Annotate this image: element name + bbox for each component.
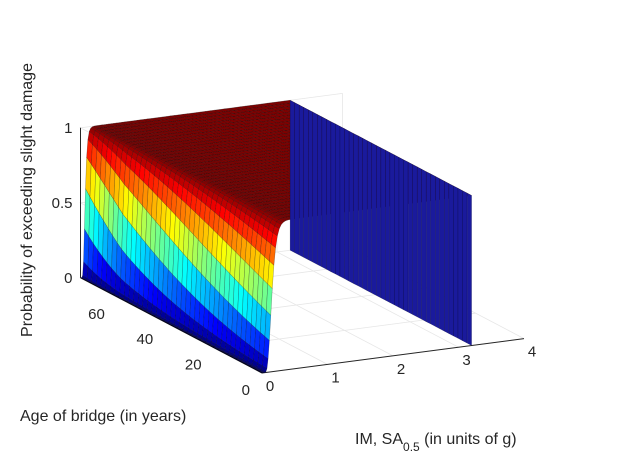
y-tick-label: 20	[185, 357, 202, 374]
surface-side-face	[339, 126, 345, 280]
z-tick-label: 0	[64, 270, 72, 287]
surface-side-face	[326, 119, 332, 272]
surface-side-face	[444, 180, 450, 334]
surface-side-face	[435, 176, 440, 330]
surface-side-face	[348, 130, 354, 284]
z-tick-label: 1	[64, 120, 72, 137]
x-tick-label: 3	[462, 352, 470, 369]
surface-side-face	[462, 190, 468, 344]
surface-side-face	[448, 183, 454, 337]
y-axis-label: Age of bridge (in years)	[20, 408, 186, 425]
surface-side-face	[289, 99, 295, 253]
surface-side-face	[335, 123, 341, 277]
x-tick-label: 4	[528, 344, 536, 361]
surface-side-face	[344, 128, 350, 282]
surface-side-face	[376, 145, 382, 299]
surface-side-face	[294, 102, 300, 256]
surface-side-face	[362, 138, 368, 291]
surface-side-face	[430, 173, 436, 327]
surface-side-face	[389, 152, 395, 306]
z-tick-label: 0.5	[52, 195, 73, 212]
x-tick-label: 2	[397, 361, 405, 378]
surface-side-face	[312, 111, 318, 265]
floor-grid-x	[276, 251, 459, 348]
probability-surface	[80, 99, 473, 374]
x-axis-label-subscript: 0.5	[403, 440, 420, 454]
x-axis-label: IM, SA0.5 (in units of g)	[355, 431, 517, 454]
surface-side-face	[403, 159, 409, 313]
surface-side-face	[453, 185, 459, 339]
surface-side-face	[380, 147, 386, 301]
surface-side-face	[330, 121, 336, 275]
surface-side-face	[299, 104, 304, 258]
surface-side-face	[457, 188, 463, 341]
surface-side-face	[439, 178, 445, 332]
x-axis-label-main: IM, SA	[355, 431, 403, 448]
x-axis-line	[261, 338, 525, 374]
surface-side-face	[353, 133, 359, 287]
y-tick-label: 60	[88, 306, 105, 323]
surface-side-face	[466, 192, 472, 346]
surface-side-face	[321, 116, 327, 270]
surface-side-face	[394, 154, 400, 308]
surface-side-face	[358, 135, 363, 289]
x-tick-label: 1	[331, 369, 339, 386]
surface-side-face	[398, 157, 404, 311]
surface-side-face	[308, 109, 313, 263]
surface-side-face	[412, 164, 418, 318]
surface-side-face	[371, 142, 377, 296]
surface-side-face	[417, 166, 422, 320]
surface-side-face	[407, 161, 413, 315]
x-axis-label-tail: (in units of g)	[420, 431, 517, 448]
y-tick-label: 40	[137, 331, 154, 348]
surface-side-face	[385, 149, 391, 303]
surface-side-face	[317, 114, 323, 268]
surface-side-face	[426, 171, 431, 325]
surface-side-face	[421, 169, 427, 322]
surface-side-face	[303, 107, 309, 261]
x-tick-label: 0	[266, 378, 274, 395]
y-tick-label: 0	[242, 382, 250, 399]
surface-side-face	[367, 140, 372, 294]
z-axis-label: Probability of exceeding slight damage	[19, 63, 36, 337]
